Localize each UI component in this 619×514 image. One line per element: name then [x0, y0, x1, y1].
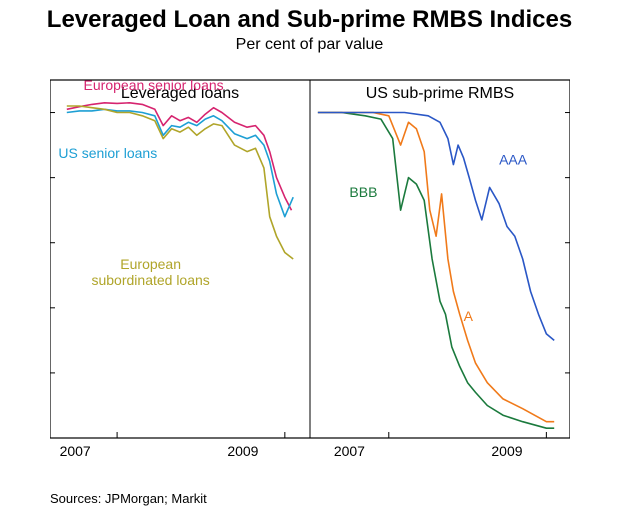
series-label: AAA: [499, 152, 528, 168]
series-label: BBB: [349, 184, 377, 200]
source-text: Sources: JPMorgan; Markit: [50, 491, 207, 506]
panel-title: US sub-prime RMBS: [366, 85, 514, 102]
series-label: European: [120, 256, 181, 272]
plot-area: %%Leveraged loans02040608010020072009Eur…: [50, 62, 570, 462]
chart-container: Leveraged Loan and Sub-prime RMBS Indice…: [0, 0, 619, 514]
x-tick-label: 2007: [60, 443, 91, 459]
series-label: subordinated loans: [91, 272, 209, 288]
series-label: A: [464, 308, 474, 324]
x-tick-label: 2009: [227, 443, 258, 459]
x-tick-label: 2009: [491, 443, 522, 459]
x-tick-label: 2007: [334, 443, 365, 459]
chart-subtitle: Per cent of par value: [0, 36, 619, 54]
series-label: US senior loans: [58, 145, 157, 161]
chart-title: Leveraged Loan and Sub-prime RMBS Indice…: [0, 6, 619, 34]
series-line: [67, 109, 293, 216]
chart-svg: %%Leveraged loans02040608010020072009Eur…: [50, 62, 570, 462]
series-line: [318, 113, 554, 341]
series-label: European senior loans: [84, 77, 224, 93]
